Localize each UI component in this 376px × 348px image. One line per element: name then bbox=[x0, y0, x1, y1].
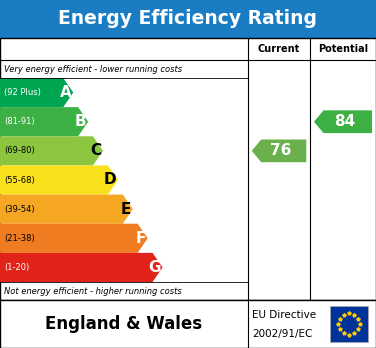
Text: 84: 84 bbox=[334, 114, 356, 129]
Text: A: A bbox=[59, 85, 71, 100]
Text: 2002/91/EC: 2002/91/EC bbox=[252, 329, 312, 339]
Polygon shape bbox=[0, 224, 148, 253]
Text: (39-54): (39-54) bbox=[4, 205, 35, 214]
Text: C: C bbox=[90, 143, 101, 158]
Text: 76: 76 bbox=[270, 143, 292, 158]
Polygon shape bbox=[252, 140, 306, 162]
Bar bbox=[330, 306, 368, 342]
Polygon shape bbox=[0, 165, 118, 195]
Text: G: G bbox=[148, 260, 161, 275]
Polygon shape bbox=[0, 136, 103, 165]
Polygon shape bbox=[314, 110, 372, 133]
Polygon shape bbox=[0, 107, 88, 136]
Polygon shape bbox=[0, 78, 73, 107]
Text: E: E bbox=[120, 201, 131, 217]
Text: EU Directive: EU Directive bbox=[252, 310, 316, 321]
Text: England & Wales: England & Wales bbox=[45, 315, 203, 333]
Text: D: D bbox=[103, 173, 116, 188]
Text: Current: Current bbox=[258, 44, 300, 54]
Text: (1-20): (1-20) bbox=[4, 263, 29, 272]
Text: (81-91): (81-91) bbox=[4, 117, 35, 126]
Text: Not energy efficient - higher running costs: Not energy efficient - higher running co… bbox=[4, 286, 182, 295]
Text: (69-80): (69-80) bbox=[4, 147, 35, 155]
Bar bbox=[0, 38, 376, 300]
Text: Energy Efficiency Rating: Energy Efficiency Rating bbox=[59, 9, 317, 29]
Bar bbox=[0, 300, 376, 348]
Polygon shape bbox=[0, 195, 133, 224]
Text: B: B bbox=[74, 114, 86, 129]
Text: (21-38): (21-38) bbox=[4, 234, 35, 243]
Polygon shape bbox=[0, 253, 162, 282]
Text: Very energy efficient - lower running costs: Very energy efficient - lower running co… bbox=[4, 64, 182, 73]
Text: (92 Plus): (92 Plus) bbox=[4, 88, 41, 97]
Text: Potential: Potential bbox=[318, 44, 368, 54]
Text: F: F bbox=[135, 231, 146, 246]
Bar bbox=[0, 0, 376, 38]
Text: (55-68): (55-68) bbox=[4, 175, 35, 184]
